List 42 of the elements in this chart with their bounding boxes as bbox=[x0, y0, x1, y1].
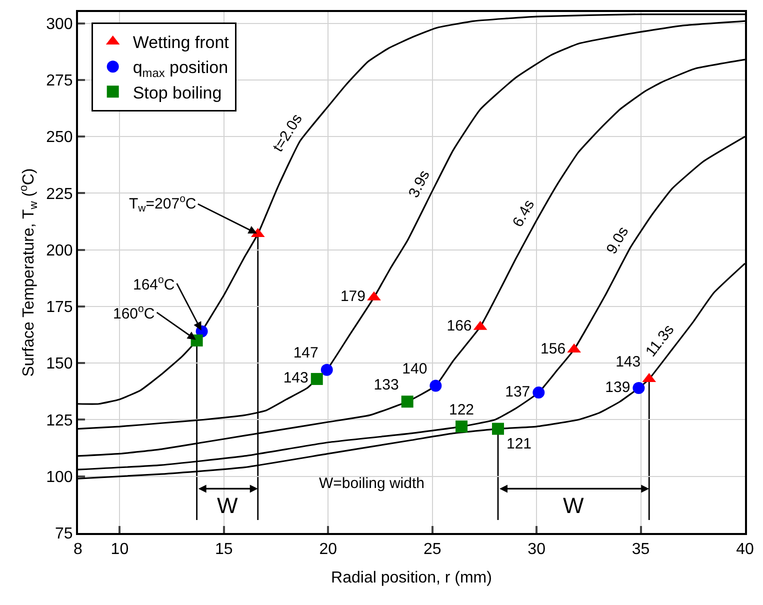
y-tick-label: 125 bbox=[46, 412, 73, 430]
legend-label: q$_{max}$ position bbox=[132, 58, 228, 80]
x-tick-label: 8 bbox=[74, 541, 83, 558]
y-tick-label: 225 bbox=[46, 186, 73, 203]
y-tick-label: 150 bbox=[46, 356, 73, 373]
y-tick-label: 75 bbox=[55, 526, 73, 543]
data-label: 179 bbox=[340, 288, 366, 306]
data-label: 137 bbox=[505, 383, 530, 400]
x-tick-label: 25 bbox=[423, 541, 442, 558]
data-label: 122 bbox=[449, 401, 474, 418]
legend-label: Stop boiling bbox=[132, 83, 222, 102]
x-tick-label: 40 bbox=[736, 541, 754, 558]
data-label: 121 bbox=[506, 436, 532, 453]
y-tick-label: 300 bbox=[46, 16, 73, 33]
data-label: 166 bbox=[446, 318, 472, 335]
x-tick-label: 10 bbox=[110, 541, 129, 558]
data-label: 143 bbox=[283, 370, 308, 387]
data-label: 143 bbox=[616, 354, 641, 371]
data-label: 133 bbox=[374, 376, 399, 394]
data-label: 147 bbox=[293, 344, 318, 362]
x-tick-label: 15 bbox=[215, 541, 233, 558]
annotation: W bbox=[563, 493, 584, 518]
annotation: W bbox=[217, 493, 238, 518]
text: 3.9s bbox=[405, 168, 434, 201]
data-label: T$_{w}$=207$^{o}$C bbox=[129, 193, 196, 214]
y-tick-label: 250 bbox=[46, 129, 73, 146]
annotation: W=boiling width bbox=[319, 475, 424, 492]
text: 6.4s bbox=[509, 197, 538, 230]
x-tick-label: 30 bbox=[528, 541, 546, 558]
x-tick-label: 20 bbox=[319, 541, 338, 558]
x-tick-label: 35 bbox=[632, 541, 650, 558]
data-label: 156 bbox=[540, 340, 566, 358]
x-axis-title: Radial position, r (mm) bbox=[331, 569, 492, 586]
y-tick-label: 100 bbox=[46, 468, 73, 486]
data-label: 160$^{o}$C bbox=[113, 303, 155, 322]
y-tick-label: 175 bbox=[46, 299, 73, 316]
y-tick-label: 200 bbox=[46, 242, 73, 260]
legend-label: Wetting front bbox=[132, 33, 230, 52]
data-label: 164$^{o}$C bbox=[133, 274, 175, 294]
y-tick-label: 275 bbox=[46, 72, 73, 90]
data-label: 139 bbox=[605, 378, 630, 396]
data-label: 140 bbox=[402, 360, 428, 378]
